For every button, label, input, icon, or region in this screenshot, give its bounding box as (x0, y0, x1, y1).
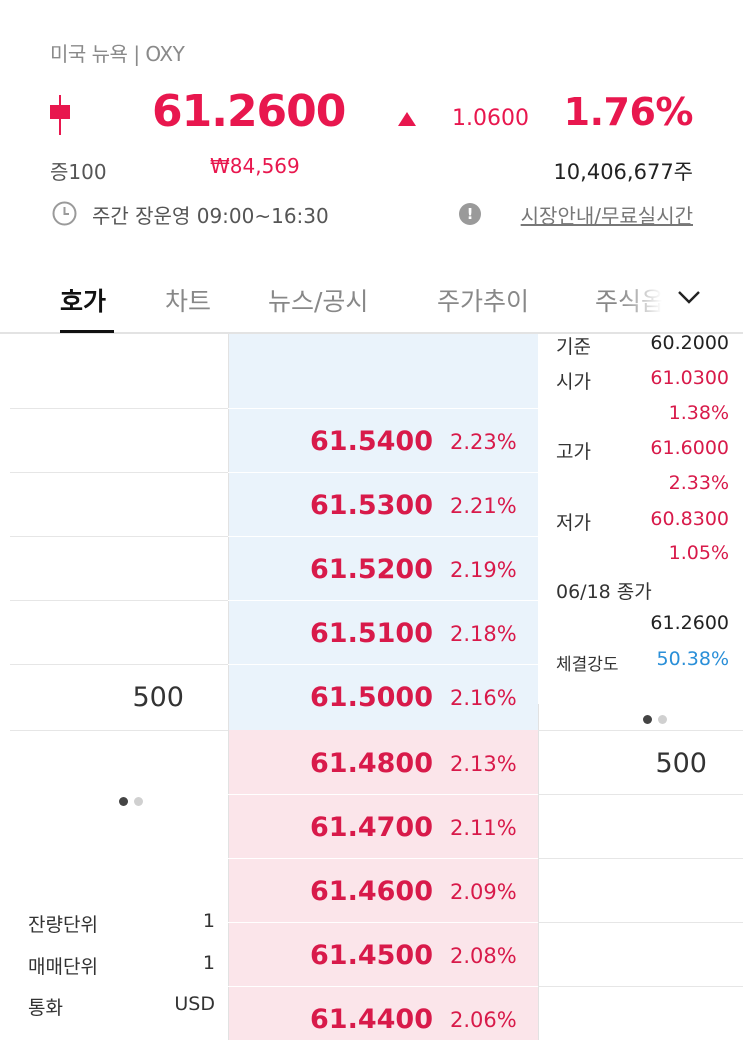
buy-pct: 2.13% (450, 752, 517, 776)
sell-price[interactable]: 61.5200 (310, 554, 433, 585)
buy-pct: 2.08% (450, 944, 517, 968)
row-divider (228, 664, 538, 665)
row-divider (538, 794, 743, 795)
market-info-link[interactable]: 시장안내/무료실시간 (520, 204, 693, 228)
info-icon[interactable]: ! (459, 203, 481, 225)
up-triangle-icon (398, 112, 416, 126)
high-price-value: 61.6000 (650, 437, 729, 459)
currency-label: 통화 (28, 997, 63, 1019)
price-stats-panel: 기준 60.2000 시가 61.0300 1.38% 고가 61.6000 2… (538, 332, 743, 724)
price-change-percent: 1.76% (563, 90, 694, 134)
price-change: 1.0600 (452, 106, 529, 131)
strength-value: 50.38% (656, 648, 729, 670)
sell-pct: 2.23% (450, 430, 517, 454)
sell-price[interactable]: 61.5100 (310, 618, 433, 649)
row-divider (538, 986, 743, 987)
row-divider (10, 536, 228, 537)
remain-unit-label: 잔량단위 (28, 914, 98, 936)
base-price-value: 60.2000 (650, 332, 729, 354)
high-price-pct: 2.33% (668, 472, 729, 494)
trade-unit-label: 매매단위 (28, 956, 98, 978)
tab-chart[interactable]: 차트 (165, 287, 212, 316)
sell-pct: 2.21% (450, 494, 517, 518)
candlestick-icon (50, 95, 70, 135)
sell-pct: 2.19% (450, 558, 517, 582)
buy-price[interactable]: 61.4800 (310, 748, 433, 779)
page-dot (134, 797, 143, 806)
row-divider (228, 922, 538, 923)
trading-hours: 주간 장운영 09:00~16:30 (92, 204, 329, 228)
market-ticker: 미국 뉴욕 | OXY (50, 42, 185, 66)
prev-close-label: 06/18 종가 (556, 581, 652, 603)
current-price: 61.2600 (152, 86, 346, 137)
row-divider (10, 408, 228, 409)
tab-orderbook[interactable]: 호가 (60, 287, 107, 316)
row-divider (538, 730, 743, 731)
page-dot-active (643, 715, 652, 724)
buy-price[interactable]: 61.4700 (310, 812, 433, 843)
low-price-value: 60.8300 (650, 508, 729, 530)
buy-band (228, 730, 538, 1040)
page-dot-active (119, 797, 128, 806)
high-price-label: 고가 (556, 441, 591, 463)
buy-price[interactable]: 61.4500 (310, 940, 433, 971)
sell-price[interactable]: 61.5300 (310, 490, 433, 521)
sell-qty-value: 500 (132, 682, 184, 713)
tab-price-trend[interactable]: 주가추이 (437, 287, 530, 316)
trade-volume: 10,406,677주 (553, 160, 693, 184)
sell-price[interactable]: 61.5400 (310, 426, 433, 457)
row-divider (228, 408, 538, 409)
prev-close-value: 61.2600 (650, 612, 729, 634)
buy-price[interactable]: 61.4400 (310, 1004, 433, 1035)
open-price-label: 시가 (556, 371, 591, 393)
sell-pct: 2.16% (450, 686, 517, 710)
row-divider (228, 536, 538, 537)
orderbook: 61.5400 2.23% 61.5300 2.21% 61.5200 2.19… (0, 332, 743, 1040)
row-divider (10, 730, 228, 731)
row-divider (228, 472, 538, 473)
open-price-pct: 1.38% (668, 402, 729, 424)
chevron-down-icon[interactable] (676, 284, 702, 310)
row-divider (228, 858, 538, 859)
clock-icon (52, 201, 77, 226)
sell-pct: 2.18% (450, 622, 517, 646)
tab-bar: 호가 차트 뉴스/공시 주가추이 주식옵 (0, 262, 743, 334)
margin-rate: 증100 (50, 160, 107, 184)
buy-pct: 2.09% (450, 880, 517, 904)
sell-price[interactable]: 61.5000 (310, 682, 433, 713)
row-divider (228, 986, 538, 987)
low-price-pct: 1.05% (668, 542, 729, 564)
buy-qty: 500 (655, 748, 707, 779)
strength-label: 체결강도 (556, 655, 619, 675)
row-divider (228, 600, 538, 601)
sell-band (228, 334, 538, 730)
remain-unit-value: 1 (202, 910, 215, 932)
page-dot (658, 715, 667, 724)
buy-pct: 2.11% (450, 816, 517, 840)
buy-pct: 2.06% (450, 1008, 517, 1032)
row-divider (538, 922, 743, 923)
open-price-value: 61.0300 (650, 367, 729, 389)
row-divider (10, 664, 228, 665)
tab-news[interactable]: 뉴스/공시 (268, 287, 369, 316)
row-divider (10, 472, 228, 473)
column-divider (228, 334, 229, 1040)
page-indicator[interactable] (643, 709, 673, 724)
tab-fade (620, 262, 680, 332)
base-price-label: 기준 (556, 336, 591, 358)
row-divider (10, 600, 228, 601)
buy-price[interactable]: 61.4600 (310, 876, 433, 907)
currency-value: USD (174, 993, 215, 1015)
krw-price: ₩84,569 (210, 154, 300, 178)
row-divider (538, 858, 743, 859)
sell-qty: 500 (132, 682, 206, 713)
row-divider (228, 794, 538, 795)
trade-unit-value: 1 (202, 952, 215, 974)
page-indicator[interactable] (119, 791, 149, 806)
active-tab-indicator (60, 330, 114, 333)
low-price-label: 저가 (556, 512, 591, 534)
